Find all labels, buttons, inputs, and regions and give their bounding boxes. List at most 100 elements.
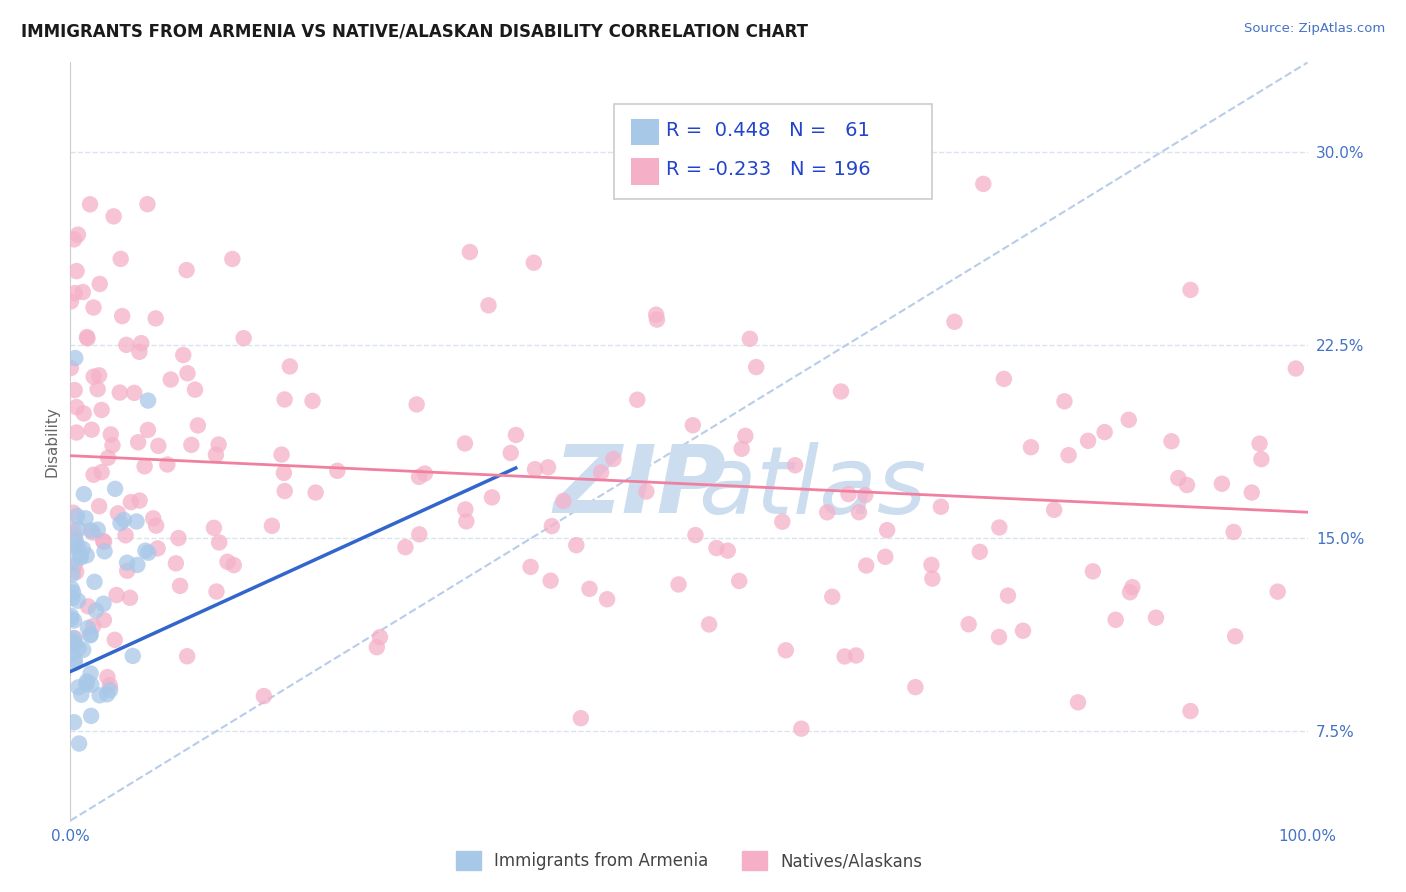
Point xyxy=(815,505,838,519)
Point xyxy=(591,466,613,480)
Point xyxy=(107,506,129,520)
Point xyxy=(63,631,86,645)
Point xyxy=(626,392,648,407)
Point xyxy=(184,383,207,397)
Point xyxy=(60,591,83,605)
Point xyxy=(207,437,229,451)
Point xyxy=(454,502,477,516)
Point xyxy=(848,505,870,519)
Point xyxy=(602,452,624,467)
Point xyxy=(1094,425,1116,439)
Point xyxy=(505,428,527,442)
Point xyxy=(145,518,167,533)
Point xyxy=(834,649,856,664)
Point xyxy=(988,520,1011,534)
Point xyxy=(156,458,179,472)
Point xyxy=(540,519,562,533)
Point xyxy=(260,518,283,533)
Point xyxy=(90,465,112,479)
Point xyxy=(1160,434,1182,449)
Text: R = -0.233   N = 196: R = -0.233 N = 196 xyxy=(666,160,872,179)
Point xyxy=(79,627,101,641)
Point xyxy=(76,674,98,689)
Point xyxy=(110,516,132,530)
Point xyxy=(728,574,751,588)
Point xyxy=(86,382,108,396)
Point xyxy=(93,535,115,549)
Point xyxy=(66,508,89,523)
Point xyxy=(114,528,136,542)
Point xyxy=(59,647,82,661)
Point xyxy=(79,197,101,211)
Point xyxy=(73,407,96,421)
Point xyxy=(118,591,141,605)
Point xyxy=(80,524,103,538)
Point xyxy=(972,177,994,191)
Point xyxy=(60,608,83,623)
Point xyxy=(731,442,754,456)
Point xyxy=(101,438,124,452)
Point xyxy=(62,506,84,520)
Point xyxy=(790,722,813,736)
Point xyxy=(270,448,292,462)
Point xyxy=(80,678,103,692)
Point xyxy=(481,491,503,505)
Point xyxy=(165,557,187,571)
Point xyxy=(1019,440,1042,454)
Point xyxy=(75,511,97,525)
Point xyxy=(93,597,115,611)
Point xyxy=(717,543,740,558)
Point xyxy=(112,513,135,527)
Point xyxy=(217,555,239,569)
Point xyxy=(127,435,149,450)
Point xyxy=(176,366,198,380)
Point xyxy=(159,372,181,386)
Point xyxy=(565,538,588,552)
Point xyxy=(1057,448,1080,462)
Point xyxy=(477,298,499,312)
Text: IMMIGRANTS FROM ARMENIA VS NATIVE/ALASKAN DISABILITY CORRELATION CHART: IMMIGRANTS FROM ARMENIA VS NATIVE/ALASKA… xyxy=(21,22,808,40)
Point xyxy=(104,632,127,647)
Point xyxy=(524,462,547,476)
Point xyxy=(93,613,115,627)
Point xyxy=(108,385,131,400)
Point xyxy=(125,515,148,529)
Point xyxy=(969,545,991,559)
Point xyxy=(63,232,86,246)
Point xyxy=(62,585,84,599)
Point xyxy=(1012,624,1035,638)
Point xyxy=(111,309,134,323)
Point xyxy=(76,549,98,563)
Point xyxy=(65,400,87,414)
Point xyxy=(685,528,707,542)
Point xyxy=(1104,613,1126,627)
Point xyxy=(1081,564,1104,578)
Point xyxy=(77,621,100,635)
Point xyxy=(176,263,198,277)
Point xyxy=(1167,471,1189,485)
Point xyxy=(645,312,668,326)
Point xyxy=(837,487,859,501)
Point xyxy=(89,689,111,703)
Point xyxy=(128,493,150,508)
Point xyxy=(105,588,128,602)
Point xyxy=(67,641,90,656)
Point xyxy=(456,515,478,529)
Point xyxy=(63,558,86,573)
Point xyxy=(1067,695,1090,709)
Point xyxy=(93,544,115,558)
Point xyxy=(65,533,87,548)
Point xyxy=(366,640,388,655)
Point xyxy=(172,348,194,362)
Point xyxy=(1240,485,1263,500)
Point xyxy=(65,565,87,579)
Point xyxy=(1211,476,1233,491)
Point xyxy=(134,543,156,558)
Point xyxy=(273,466,295,480)
Point xyxy=(70,688,93,702)
Point xyxy=(1043,503,1066,517)
Point xyxy=(65,425,87,440)
Point xyxy=(734,429,756,443)
Point xyxy=(87,368,110,383)
Point xyxy=(1119,585,1142,599)
